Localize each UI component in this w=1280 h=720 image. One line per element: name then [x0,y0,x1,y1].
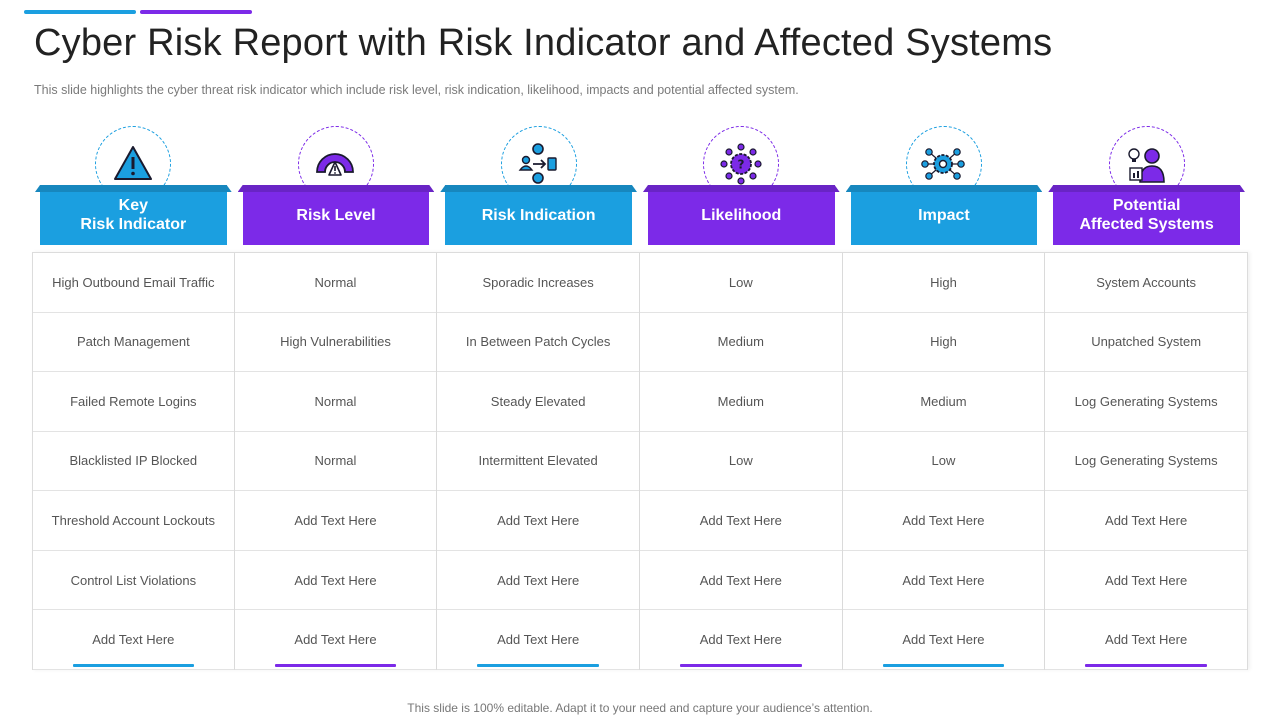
page-title: Cyber Risk Report with Risk Indicator an… [34,22,1053,64]
table-cell: Normal [234,432,437,492]
table-cell: Add Text Here [234,491,437,551]
accent-bar-purple [140,10,252,14]
accent-bar-blue [24,10,136,14]
column-bottom-accent [477,664,599,667]
risk-table: Key Risk Indicator High Outbound Email Tr… [32,122,1248,670]
table-cell: High [842,313,1045,373]
column-body: System Accounts Unpatched System Log Gener… [1045,252,1248,670]
column-header: Likelihood [647,185,835,245]
column-bottom-accent [679,664,802,667]
table-cell: Add Text Here [639,491,842,551]
column-bottom-accent [882,664,1005,667]
table-cell: Medium [639,372,842,432]
table-cell: Normal [234,253,437,313]
column-header: Potential Affected Systems [1053,185,1240,245]
table-cell: Sporadic Increases [437,253,639,313]
table-cell: Add Text Here [437,491,639,551]
table-column: ? Likelihood Low Medium Medium Low Add Text He… [639,122,843,670]
table-cell: Blacklisted IP Blocked [33,432,234,492]
table-cell: Low [639,432,842,492]
table-cell: System Accounts [1045,253,1247,313]
table-cell: Log Generating Systems [1045,432,1247,492]
column-header: Key Risk Indicator [40,185,227,245]
column-header: Risk Level [242,185,430,245]
column-bottom-accent [1085,664,1207,667]
table-cell: Add Text Here [234,551,437,611]
table-cell: Threshold Account Lockouts [33,491,234,551]
table-cell: Add Text Here [234,610,437,670]
table-column: Risk Indication Sporadic Increases In Betw… [437,122,640,670]
table-cell: Add Text Here [842,551,1045,611]
page-subtitle: This slide highlights the cyber threat r… [34,83,799,97]
table-column: Risk Level Normal High Vulnerabilities Norm… [234,122,438,670]
table-cell: Add Text Here [1045,551,1247,611]
table-cell: Intermittent Elevated [437,432,639,492]
column-header: Risk Indication [445,185,632,245]
svg-text:?: ? [737,157,744,171]
table-column: Impact High High Medium Low Add Text Here Add … [842,122,1046,670]
table-cell: Steady Elevated [437,372,639,432]
table-column: Key Risk Indicator High Outbound Email Tr… [32,122,235,670]
column-body: High High Medium Low Add Text Here Add Text H… [842,252,1046,670]
table-cell: Medium [842,372,1045,432]
table-cell: Low [639,253,842,313]
column-body: High Outbound Email Traffic Patch Managem… [32,252,235,670]
column-body: Sporadic Increases In Between Patch Cycle… [437,252,640,670]
footer-note: This slide is 100% editable. Adapt it to… [407,701,873,715]
table-cell: Add Text Here [639,610,842,670]
table-cell: Log Generating Systems [1045,372,1247,432]
table-cell: Patch Management [33,313,234,373]
table-cell: Normal [234,372,437,432]
column-body: Normal High Vulnerabilities Normal Normal Ad… [234,252,438,670]
column-header: Impact [850,185,1038,245]
table-cell: Add Text Here [842,610,1045,670]
table-cell: Failed Remote Logins [33,372,234,432]
table-cell: Add Text Here [437,610,639,670]
table-cell: Add Text Here [842,491,1045,551]
column-bottom-accent [274,664,397,667]
table-cell: Add Text Here [1045,491,1247,551]
table-cell: Add Text Here [437,551,639,611]
table-cell: In Between Patch Cycles [437,313,639,373]
column-bottom-accent [73,664,194,667]
table-cell: Medium [639,313,842,373]
table-cell: Low [842,432,1045,492]
table-cell: High Vulnerabilities [234,313,437,373]
table-cell: Add Text Here [1045,610,1247,670]
table-cell: Add Text Here [33,610,234,670]
table-cell: High [842,253,1045,313]
column-body: Low Medium Medium Low Add Text Here Add Text … [639,252,843,670]
table-column: Potential Affected Systems System Account… [1045,122,1248,670]
table-cell: High Outbound Email Traffic [33,253,234,313]
table-cell: Add Text Here [639,551,842,611]
table-cell: Unpatched System [1045,313,1247,373]
table-cell: Control List Violations [33,551,234,611]
